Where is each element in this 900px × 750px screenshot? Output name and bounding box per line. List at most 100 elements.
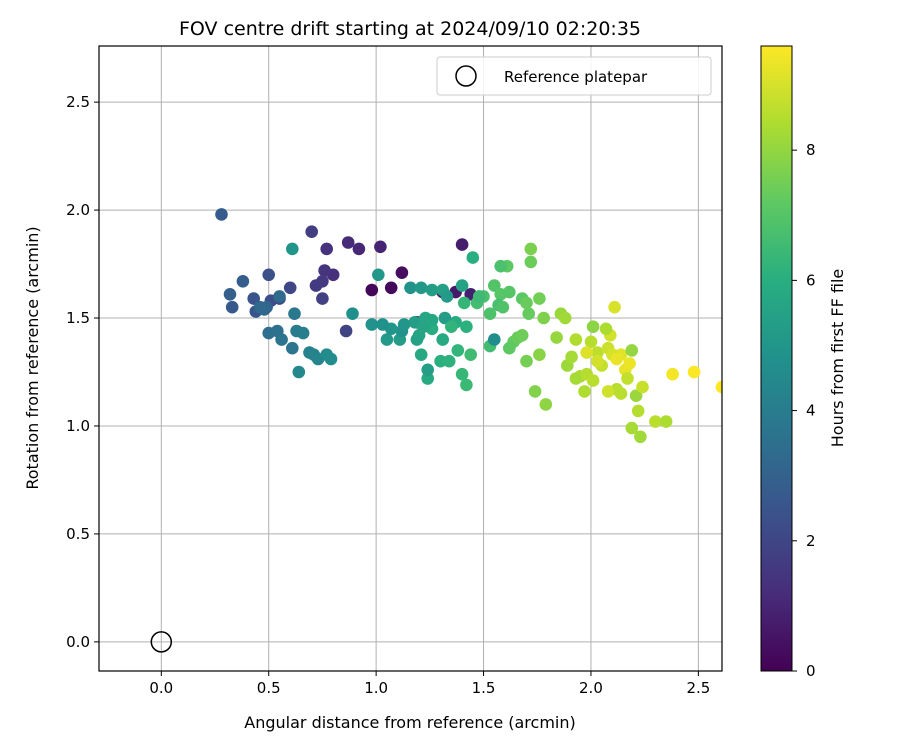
data-point [376, 318, 389, 331]
data-point [687, 365, 701, 379]
data-point [608, 300, 621, 314]
data-point [634, 430, 647, 444]
data-point [445, 320, 458, 334]
data-point [621, 372, 634, 385]
data-points [215, 208, 722, 444]
data-point [421, 363, 435, 377]
y-tick-label: 2.5 [66, 93, 90, 111]
data-point [305, 225, 319, 238]
data-point [414, 348, 428, 362]
data-point [455, 279, 469, 292]
data-point [275, 333, 288, 346]
data-point [455, 238, 469, 251]
data-point [286, 341, 299, 355]
data-point [320, 242, 334, 256]
chart-title: FOV centre drift starting at 2024/09/10 … [179, 18, 641, 40]
legend-box [436, 56, 712, 96]
data-point [417, 320, 430, 334]
data-point [520, 354, 533, 368]
data-point [515, 329, 529, 342]
x-tick-label: 0.0 [149, 679, 173, 697]
colorbar-tick-label: 8 [806, 141, 816, 159]
data-point [288, 307, 301, 321]
x-tick-label: 2.0 [579, 679, 603, 697]
data-point [623, 357, 636, 370]
data-point [324, 352, 338, 366]
data-point [464, 348, 478, 362]
colorbar-tick-label: 4 [806, 402, 816, 420]
data-point [629, 389, 643, 403]
data-point [503, 285, 516, 299]
data-point [524, 242, 538, 256]
data-point [625, 421, 639, 435]
data-point [488, 279, 501, 292]
data-point [460, 378, 473, 392]
data-point [318, 264, 331, 277]
y-tick-label: 0.0 [66, 633, 90, 651]
reference-platepar-marker [150, 631, 173, 653]
data-point [215, 208, 228, 221]
colorbar-label: Hours from first FF file [828, 269, 847, 448]
y-tick-label: 1.0 [66, 417, 90, 435]
data-point [292, 365, 306, 379]
colorbar-tick-label: 0 [806, 662, 816, 680]
data-point [341, 236, 355, 249]
data-point [558, 311, 572, 325]
reference-marker-group [150, 631, 173, 653]
y-tick-label: 0.5 [66, 525, 90, 543]
data-point [395, 266, 409, 280]
data-point [425, 313, 439, 327]
data-point [247, 292, 260, 305]
data-point [503, 341, 516, 355]
x-axis-label: Angular distance from reference (arcmin) [244, 713, 575, 732]
colorbar-tick-label: 2 [806, 532, 816, 550]
data-point [451, 344, 465, 357]
data-point [533, 348, 546, 362]
colorbar-ticks: 0 2 4 6 8 [792, 141, 816, 680]
colorbar-gradient [760, 45, 793, 672]
data-point [466, 251, 480, 264]
data-point [537, 311, 550, 325]
data-point [472, 290, 486, 303]
data-point [569, 333, 583, 346]
data-point [659, 415, 673, 428]
data-point [591, 354, 604, 368]
data-point [488, 333, 501, 346]
x-axis-ticks: 0.0 0.5 1.0 1.5 2.0 2.5 [149, 671, 710, 697]
legend-label: Reference platepar [504, 68, 648, 86]
legend: Reference platepar [436, 56, 712, 96]
data-point [715, 380, 722, 394]
data-point [565, 350, 578, 364]
data-point [440, 290, 454, 303]
data-point [442, 354, 456, 368]
data-point [584, 335, 598, 349]
data-point [457, 296, 471, 310]
data-point [455, 367, 469, 381]
data-point [346, 307, 359, 321]
data-point [539, 398, 553, 411]
data-point [438, 311, 452, 325]
data-point [610, 352, 623, 366]
data-point [414, 281, 428, 295]
x-tick-label: 1.0 [364, 679, 388, 697]
data-point [225, 300, 239, 314]
data-point [460, 320, 473, 334]
data-point [286, 242, 299, 256]
data-point [436, 333, 450, 346]
data-point [374, 240, 387, 254]
y-tick-label: 1.5 [66, 309, 90, 327]
data-point [649, 415, 662, 428]
data-point [569, 372, 583, 385]
colorbar: 0 2 4 6 8 Hours from first FF file [760, 45, 847, 680]
data-point [339, 324, 353, 338]
data-point [283, 281, 297, 295]
x-tick-label: 0.5 [257, 679, 281, 697]
data-point [223, 288, 237, 301]
data-point [614, 387, 628, 400]
data-point [625, 344, 639, 357]
data-point [425, 283, 439, 297]
data-point [550, 331, 563, 344]
data-point [496, 300, 510, 314]
